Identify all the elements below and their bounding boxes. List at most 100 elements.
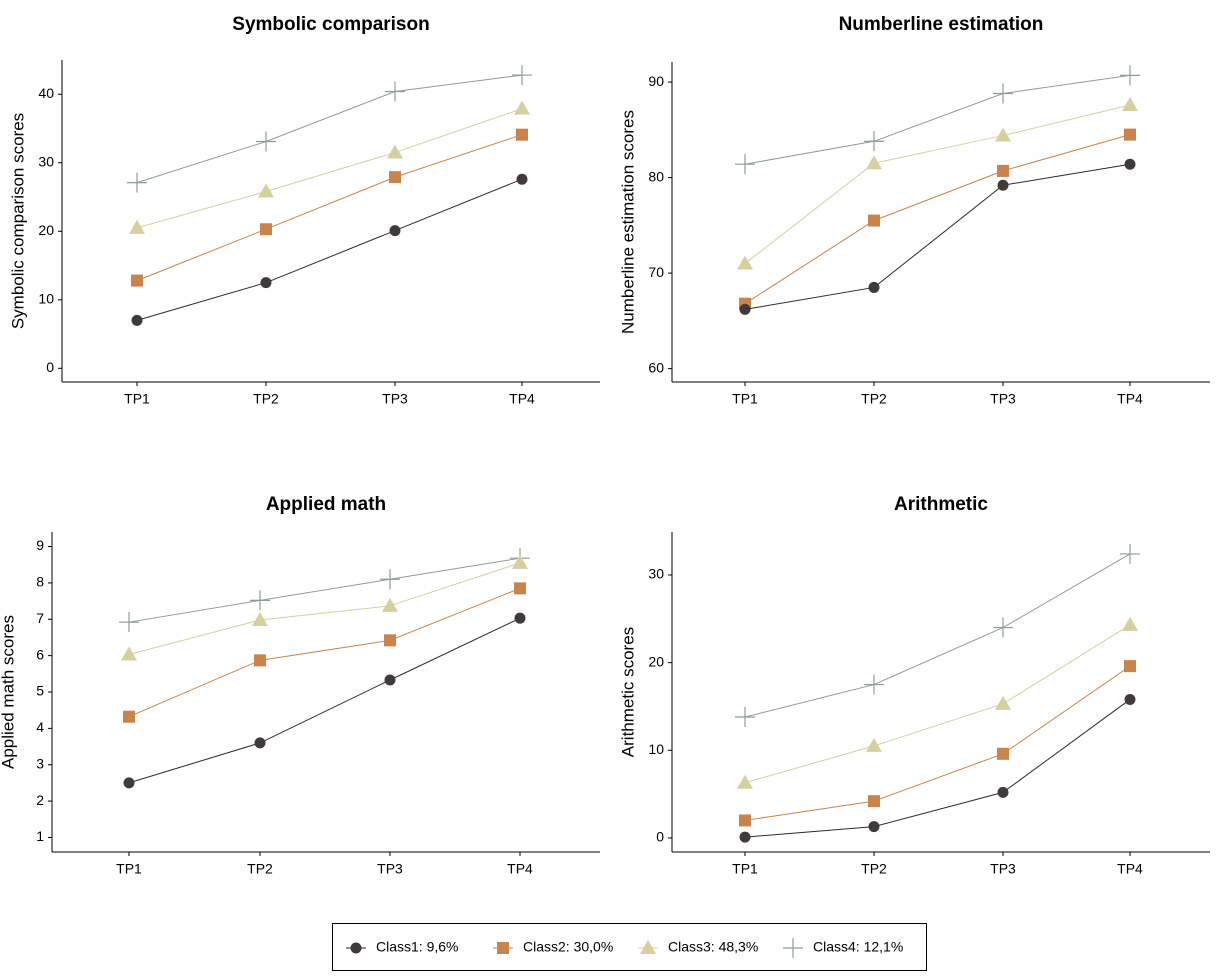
data-point	[514, 612, 526, 624]
data-point	[121, 646, 137, 661]
x-tick-label: TP1	[732, 391, 758, 407]
chart-panel-4: Arithmetic Arithmetic scores 0 10 20 30 TP1 TP2…	[618, 494, 1210, 877]
data-point	[739, 814, 751, 827]
y-tick-label: 9	[36, 537, 44, 553]
legend-label: Class1: 9,6%	[376, 939, 458, 955]
x-tick-label: TP4	[1117, 391, 1143, 407]
y-tick-label: 6	[36, 646, 44, 662]
series-class3	[737, 616, 1138, 789]
data-point	[868, 821, 880, 833]
y-tick-label: 70	[648, 264, 664, 280]
series-class4	[119, 548, 530, 633]
series-line	[744, 624, 1131, 784]
series-line	[744, 163, 1131, 310]
y-tick-label: 10	[648, 741, 664, 757]
data-point	[260, 277, 272, 289]
data-point	[1122, 96, 1138, 111]
data-point	[866, 155, 882, 170]
x-tick-label: TP2	[253, 391, 279, 407]
data-point	[868, 214, 880, 227]
y-tick-label: 1	[36, 828, 44, 844]
series-class1	[123, 612, 526, 789]
series-line	[744, 665, 1131, 821]
series-class1	[131, 173, 528, 326]
data-point	[380, 569, 400, 590]
data-point	[997, 786, 1009, 798]
legend-label: Class3: 48,3%	[668, 939, 758, 955]
data-point	[993, 617, 1013, 638]
legend-label: Class4: 12,1%	[813, 939, 903, 955]
data-point	[997, 179, 1009, 191]
series-class3	[129, 100, 530, 234]
chart-panel-3: Applied math Applied math scores 1 2 3 4 5 6 7 8 9…	[0, 494, 600, 877]
legend-item-class2: Class2: 30,0%	[493, 939, 613, 955]
x-tick-label: TP2	[247, 861, 273, 877]
data-point	[1122, 616, 1138, 631]
y-tick-label: 30	[648, 566, 664, 582]
data-point	[256, 131, 276, 152]
data-point	[1124, 693, 1136, 705]
y-tick-label: 20	[648, 653, 664, 669]
legend: Class1: 9,6% Class2: 30,0% Class3: 48,3% Cl…	[332, 923, 927, 971]
data-point	[252, 612, 268, 626]
series-class4	[735, 65, 1140, 175]
data-point	[119, 612, 139, 633]
series-line	[136, 108, 523, 229]
data-point	[389, 171, 401, 184]
series-class1	[739, 693, 1136, 843]
data-point	[387, 144, 403, 159]
legend-marker-plus	[783, 938, 803, 958]
x-tick-label: TP3	[382, 391, 408, 407]
data-point	[1120, 65, 1140, 86]
data-point	[384, 674, 396, 686]
data-point	[868, 795, 880, 808]
x-tick-label: TP3	[990, 391, 1016, 407]
legend-item-class1: Class1: 9,6%	[346, 939, 458, 955]
y-axis-label: Symbolic comparison scores	[8, 113, 27, 329]
x-tick-label: TP3	[990, 861, 1016, 877]
legend-marker-square	[497, 942, 509, 954]
y-tick-label: 0	[46, 359, 54, 375]
x-tick-label: TP1	[732, 861, 758, 877]
series-line	[136, 74, 523, 184]
series-class3	[737, 96, 1138, 270]
y-tick-label: 3	[36, 755, 44, 771]
legend-marker-triangle	[640, 940, 656, 954]
x-tick-label: TP3	[377, 861, 403, 877]
data-point	[997, 164, 1009, 177]
series-line	[136, 178, 523, 321]
series-class4	[127, 65, 532, 193]
data-point	[1120, 543, 1140, 564]
series-line	[128, 562, 521, 656]
series-class1	[739, 158, 1136, 315]
data-point	[254, 654, 266, 667]
data-point	[1124, 158, 1136, 170]
data-point	[389, 225, 401, 237]
data-point	[516, 173, 528, 185]
y-axis-label: Numberline estimation scores	[618, 110, 637, 334]
data-point	[864, 674, 884, 695]
data-point	[516, 128, 528, 141]
series-line	[128, 557, 521, 623]
series-line	[128, 617, 521, 784]
data-point	[1124, 660, 1136, 673]
data-point	[260, 223, 272, 236]
data-point	[131, 314, 143, 326]
data-point	[514, 582, 526, 595]
x-tick-label: TP1	[116, 861, 142, 877]
legend-item-class4: Class4: 12,1%	[783, 938, 903, 958]
y-tick-label: 60	[648, 359, 664, 375]
y-tick-label: 90	[648, 73, 664, 89]
chart-panels: Symbolic comparison Symbolic comparison s…	[0, 14, 1210, 877]
data-point	[735, 706, 755, 727]
series-class2	[739, 128, 1136, 310]
y-axis-label: Applied math scores	[0, 615, 17, 769]
data-point	[995, 695, 1011, 710]
data-point	[131, 274, 143, 287]
data-point	[250, 590, 270, 611]
y-tick-label: 20	[38, 222, 54, 238]
y-tick-label: 8	[36, 574, 44, 590]
data-point	[512, 554, 528, 569]
x-tick-label: TP4	[509, 391, 535, 407]
